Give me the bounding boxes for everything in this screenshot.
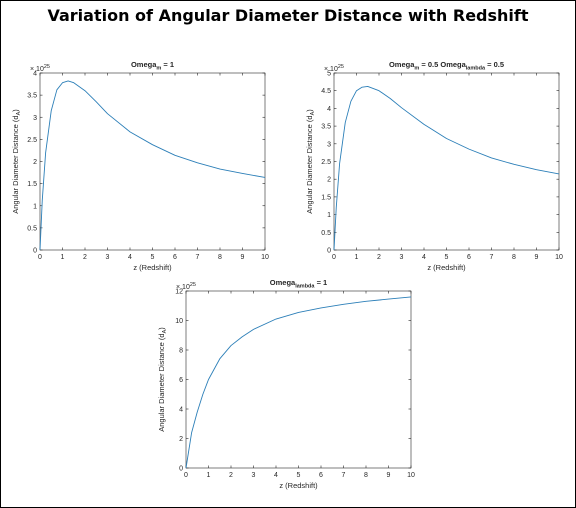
y-tick-label: 5: [327, 71, 331, 78]
series-line: [333, 85, 560, 251]
x-tick-label: 5: [151, 254, 155, 261]
chart-title: Omegalambda = 1: [270, 278, 327, 290]
y-tick-label: 4: [179, 407, 183, 414]
x-axis-label: z (Redshift): [427, 263, 466, 272]
x-tick-label: 10: [261, 254, 269, 261]
x-tick-label: 6: [319, 472, 323, 479]
chart-title: Omegam = 1: [131, 60, 174, 72]
y-tick-label: 12: [175, 289, 183, 296]
y-tick-label: 2: [327, 177, 331, 184]
y-tick-label: 0.5: [27, 225, 37, 232]
x-tick-label: 4: [128, 254, 132, 261]
x-tick-label: 0: [38, 254, 42, 261]
y-tick-label: 2: [33, 159, 37, 166]
x-tick-label: 3: [106, 254, 110, 261]
y-exponent-label: × 1025: [30, 64, 50, 73]
y-tick-label: 0: [33, 248, 37, 255]
y-tick-label: 3.5: [321, 124, 331, 131]
y-tick-label: 0.5: [321, 230, 331, 237]
y-exponent-label: × 1025: [324, 64, 344, 73]
x-tick-label: 0: [332, 254, 336, 261]
y-tick-label: 10: [175, 318, 183, 325]
x-axis-label: z (Redshift): [133, 263, 172, 272]
x-tick-label: 6: [467, 254, 471, 261]
x-tick-label: 3: [400, 254, 404, 261]
x-tick-label: 3: [252, 472, 256, 479]
x-tick-label: 7: [196, 254, 200, 261]
axes-box: [39, 72, 266, 251]
y-axis-label: Angular Diameter Distance (dA): [305, 109, 316, 214]
x-tick-label: 10: [555, 254, 563, 261]
x-tick-label: 1: [207, 472, 211, 479]
y-tick-label: 0: [327, 248, 331, 255]
y-tick-label: 4: [327, 106, 331, 113]
y-axis-label: Angular Diameter Distance (dA): [11, 109, 22, 214]
x-tick-label: 1: [61, 254, 65, 261]
y-tick-label: 1: [33, 203, 37, 210]
figure-title: Variation of Angular Diameter Distance w…: [47, 6, 529, 25]
x-tick-label: 2: [377, 254, 381, 261]
y-exponent-label: × 1025: [176, 282, 196, 291]
y-tick-label: 0: [179, 466, 183, 473]
y-tick-label: 2.5: [321, 159, 331, 166]
series-line: [39, 80, 266, 251]
x-tick-label: 9: [241, 254, 245, 261]
y-tick-label: 2: [179, 436, 183, 443]
y-tick-label: 1: [327, 212, 331, 219]
x-tick-label: 5: [297, 472, 301, 479]
x-tick-label: 8: [218, 254, 222, 261]
chart-title: Omegam = 0.5 Omegalambda = 0.5: [389, 60, 504, 72]
x-tick-label: 7: [342, 472, 346, 479]
x-tick-label: 9: [535, 254, 539, 261]
y-tick-label: 3.5: [27, 93, 37, 100]
y-axis-label: Angular Diameter Distance (dA): [157, 327, 168, 432]
x-tick-label: 4: [274, 472, 278, 479]
y-tick-label: 1.5: [321, 194, 331, 201]
x-tick-label: 7: [490, 254, 494, 261]
x-tick-label: 6: [173, 254, 177, 261]
y-tick-label: 1.5: [27, 181, 37, 188]
y-tick-label: 4.5: [321, 88, 331, 95]
series-line: [185, 296, 412, 469]
axes-box: [185, 290, 412, 469]
x-tick-label: 5: [445, 254, 449, 261]
x-tick-label: 4: [422, 254, 426, 261]
axes-box: [333, 72, 560, 251]
x-tick-label: 8: [512, 254, 516, 261]
x-tick-label: 9: [387, 472, 391, 479]
x-tick-label: 0: [184, 472, 188, 479]
x-tick-label: 10: [407, 472, 415, 479]
y-tick-label: 3: [33, 115, 37, 122]
x-tick-label: 2: [83, 254, 87, 261]
y-tick-label: 4: [33, 71, 37, 78]
y-tick-label: 6: [179, 377, 183, 384]
y-tick-label: 8: [179, 348, 183, 355]
x-axis-label: z (Redshift): [279, 481, 318, 490]
y-tick-label: 2.5: [27, 137, 37, 144]
x-tick-label: 8: [364, 472, 368, 479]
y-tick-label: 3: [327, 141, 331, 148]
x-tick-label: 2: [229, 472, 233, 479]
x-tick-label: 1: [355, 254, 359, 261]
